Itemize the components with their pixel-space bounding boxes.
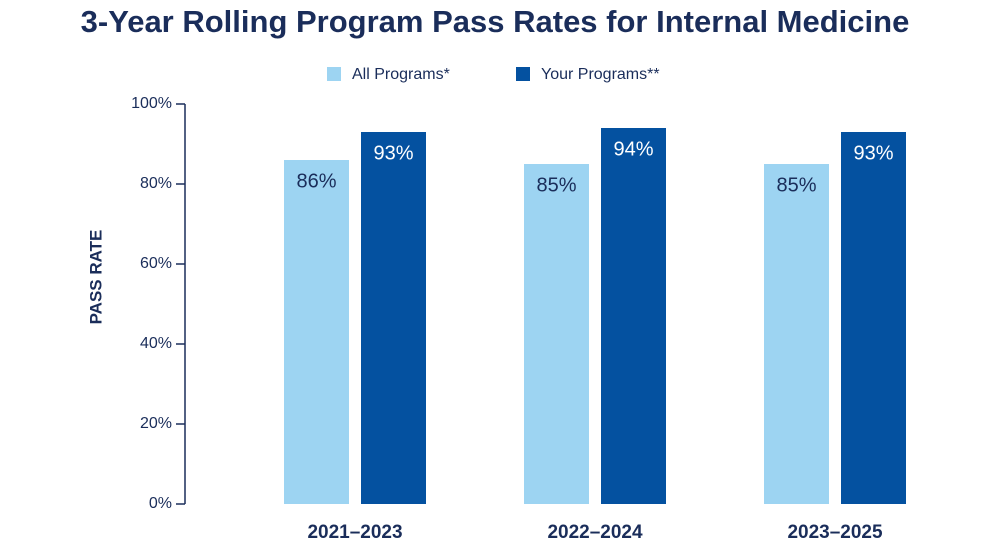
y-tick-label: 80% — [140, 175, 172, 192]
bar — [764, 164, 829, 504]
value-label: 85% — [776, 174, 816, 196]
bar — [284, 160, 349, 504]
x-tick-label: 2022–2024 — [547, 522, 643, 543]
x-tick-label: 2021–2023 — [307, 522, 402, 543]
value-label: 93% — [853, 142, 893, 164]
value-label: 94% — [613, 138, 653, 160]
chart-title: 3-Year Rolling Program Pass Rates for In… — [81, 4, 910, 39]
y-tick-label: 40% — [140, 335, 172, 352]
legend-label: Your Programs** — [541, 66, 660, 83]
legend-swatch — [516, 67, 530, 81]
bar — [524, 164, 589, 504]
value-label: 86% — [296, 170, 336, 192]
y-tick-label: 0% — [149, 495, 172, 512]
x-tick-label: 2023–2025 — [787, 522, 883, 543]
value-label: 85% — [536, 174, 576, 196]
bar — [361, 132, 426, 504]
bar — [841, 132, 906, 504]
legend-swatch — [327, 67, 341, 81]
y-tick-label: 60% — [140, 255, 172, 272]
legend-label: All Programs* — [352, 66, 450, 83]
y-tick-label: 100% — [131, 95, 172, 112]
y-tick-label: 20% — [140, 415, 172, 432]
y-axis-label: PASS RATE — [86, 230, 105, 325]
value-label: 93% — [373, 142, 413, 164]
bar — [601, 128, 666, 504]
